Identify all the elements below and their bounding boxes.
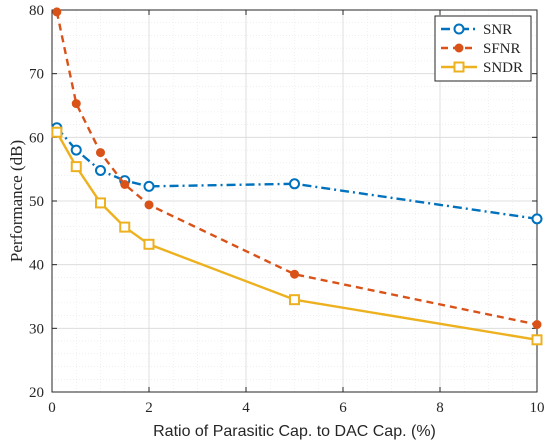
data-point-sfnr [532, 320, 542, 330]
y-tick-label: 70 [29, 67, 44, 83]
y-tick-label: 60 [29, 130, 44, 146]
data-point-snr [95, 164, 106, 176]
legend-marker-snr [453, 23, 465, 35]
data-point-snr [70, 144, 82, 156]
data-point-snr [289, 178, 300, 190]
series-sfnr [52, 7, 542, 330]
x-tick-label: 2 [145, 400, 153, 416]
legend: SNR SFNR SNDR [434, 15, 532, 82]
data-point-sndr [70, 161, 82, 173]
y-axis-label: Performance (dB) [7, 140, 26, 262]
y-tick-label: 30 [29, 321, 44, 337]
data-point-sfnr [120, 179, 130, 189]
data-point-snr [143, 180, 155, 192]
x-tick-label: 8 [436, 400, 444, 416]
data-point-sndr [119, 221, 131, 233]
data-point-sndr [95, 197, 106, 209]
y-tick-label: 80 [29, 3, 44, 19]
y-tick-label: 50 [29, 194, 44, 210]
x-tick-label: 4 [242, 400, 250, 416]
legend-marker-sndr [453, 61, 465, 73]
data-point-sndr [143, 238, 155, 250]
data-point-snr [531, 213, 543, 225]
data-point-sndr [531, 334, 543, 346]
series-sndr [51, 126, 543, 346]
tick-labels: 0 2 4 6 8 10 20 30 40 50 60 70 80 [29, 3, 545, 416]
x-tick-label: 10 [530, 400, 545, 416]
data-point-sfnr [290, 269, 299, 279]
legend-label-snr: SNR [483, 22, 512, 38]
y-tick-label: 20 [29, 385, 44, 401]
legend-marker-sfnr [454, 43, 464, 53]
x-tick-label: 0 [48, 400, 56, 416]
data-point-sfnr [96, 148, 105, 158]
x-tick-label: 6 [339, 400, 347, 416]
data-point-sndr [51, 126, 63, 138]
y-tick-label: 40 [29, 258, 44, 274]
x-axis-label: Ratio of Parasitic Cap. to DAC Cap. (%) [153, 423, 436, 440]
legend-box [434, 15, 532, 82]
legend-label-sndr: SNDR [483, 60, 523, 76]
data-point-sndr [289, 294, 300, 306]
series-layer [51, 7, 543, 346]
legend-label-sfnr: SFNR [483, 41, 521, 57]
data-point-sfnr [71, 99, 81, 109]
data-point-sfnr [52, 7, 62, 17]
data-point-sfnr [144, 200, 154, 210]
